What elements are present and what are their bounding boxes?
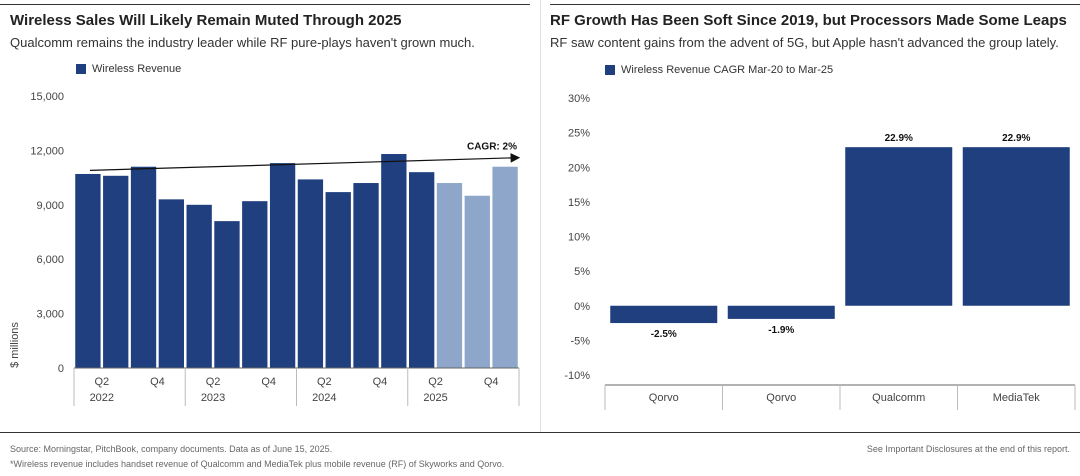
x-tick-year: 2023 — [201, 392, 225, 404]
right-chart-subtitle: RF saw content gains from the advent of … — [550, 35, 1059, 50]
revenue-bar — [186, 204, 212, 368]
footer-rule — [0, 432, 1080, 433]
x-tick-year: 2025 — [423, 392, 447, 404]
bar-data-label: 22.9% — [1002, 133, 1030, 144]
y-tick-label: 6,000 — [36, 254, 64, 266]
cagr-trend-arrow — [89, 153, 521, 171]
cagr-bar — [962, 147, 1070, 306]
left-legend-label: Wireless Revenue — [92, 63, 182, 75]
x-tick-quarter: Q4 — [484, 376, 499, 388]
revenue-bar — [269, 163, 296, 368]
x-category-label: MediaTek — [993, 392, 1041, 404]
y-tick-label: 20% — [568, 162, 590, 174]
left-legend: Wireless Revenue — [76, 63, 181, 75]
x-tick-year: 2024 — [312, 392, 336, 404]
revenue-bar — [130, 166, 157, 368]
y-tick-label: 15,000 — [30, 91, 64, 103]
revenue-bar — [75, 173, 101, 368]
footer-disclosure: See Important Disclosures at the end of … — [866, 444, 1070, 454]
x-tick-quarter: Q2 — [206, 376, 221, 388]
x-tick-quarter: Q2 — [317, 376, 332, 388]
cagr-bar — [610, 305, 718, 324]
revenue-bar — [297, 179, 324, 368]
x-category-label: Qorvo — [649, 392, 679, 404]
cagr-bar — [845, 147, 953, 306]
x-tick-quarter: Q2 — [94, 376, 109, 388]
y-tick-label: 0 — [58, 363, 64, 375]
right-bar-chart: -10% -5% 0% 5% 10% 15% 20% 25% 30% -2.5% Qorvo -1.9… — [564, 93, 1076, 410]
y-tick-label: 9,000 — [36, 200, 64, 212]
y-tick-label: 10% — [568, 232, 590, 244]
x-tick-quarter: Q4 — [150, 376, 165, 388]
revenue-bar — [409, 172, 435, 368]
footer-source: Source: Morningstar, PitchBook, company … — [10, 444, 333, 454]
y-tick-label: 12,000 — [30, 145, 64, 157]
footer-note: *Wireless revenue includes handset reven… — [10, 459, 505, 469]
left-chart-title: Wireless Sales Will Likely Remain Muted … — [10, 12, 402, 29]
legend-swatch — [76, 64, 86, 74]
y-tick-label: 0% — [574, 301, 590, 313]
revenue-bar — [464, 195, 490, 368]
revenue-bar — [381, 154, 407, 368]
revenue-bar — [325, 192, 351, 368]
y-tick-label: -5% — [570, 335, 590, 347]
x-tick-quarter: Q4 — [373, 376, 388, 388]
right-chart-title: RF Growth Has Been Soft Since 2019, but … — [550, 12, 1067, 29]
y-tick-label: 3,000 — [36, 309, 64, 321]
revenue-bar — [158, 199, 184, 368]
right-legend-label: Wireless Revenue CAGR Mar-20 to Mar-25 — [621, 64, 834, 76]
left-y-axis-label: $ millions — [9, 322, 21, 368]
left-bar-chart: $ millions 0 3,000 6,000 9,000 12,000 15,000 Q… — [9, 91, 521, 406]
y-tick-label: -10% — [564, 370, 590, 382]
y-tick-label: 5% — [574, 266, 590, 278]
y-tick-label: 15% — [568, 197, 590, 209]
top-rule — [550, 4, 1080, 5]
y-tick-label: 30% — [568, 93, 590, 105]
revenue-bar — [214, 221, 240, 368]
panel-divider — [540, 0, 541, 432]
cagr-bar — [727, 305, 835, 319]
revenue-bar — [353, 183, 379, 368]
bar-data-label: -1.9% — [768, 325, 794, 336]
revenue-bar — [492, 166, 518, 368]
left-chart-subtitle: Qualcomm remains the industry leader whi… — [10, 35, 475, 50]
x-tick-year: 2022 — [90, 392, 114, 404]
x-tick-quarter: Q2 — [428, 376, 443, 388]
legend-swatch — [605, 65, 615, 75]
x-category-label: Qorvo — [766, 392, 796, 404]
y-tick-label: 25% — [568, 128, 590, 140]
x-category-label: Qualcomm — [872, 392, 925, 404]
revenue-bar — [103, 175, 129, 368]
bar-data-label: 22.9% — [885, 133, 913, 144]
bar-data-label: -2.5% — [651, 329, 677, 340]
revenue-bar — [242, 201, 268, 368]
x-tick-quarter: Q4 — [261, 376, 276, 388]
top-rule — [0, 4, 530, 5]
right-legend: Wireless Revenue CAGR Mar-20 to Mar-25 — [605, 64, 833, 76]
cagr-label: CAGR: 2% — [467, 142, 517, 153]
revenue-bar — [436, 183, 463, 368]
